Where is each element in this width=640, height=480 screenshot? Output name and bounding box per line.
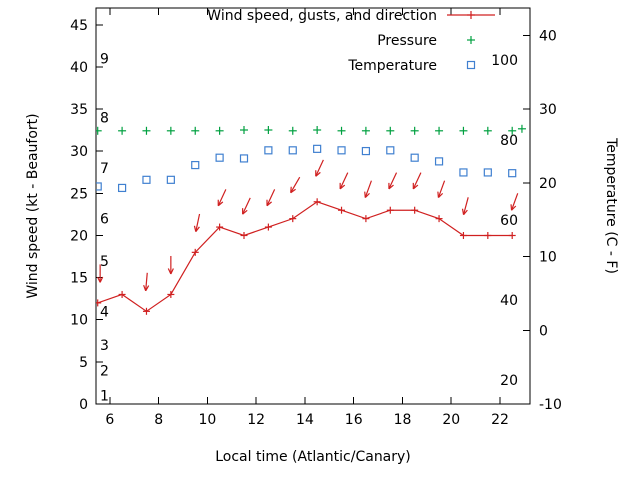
aux-scale-label: 60 bbox=[500, 213, 518, 229]
temp-tick-label: 0 bbox=[539, 323, 548, 339]
x-tick-label: 22 bbox=[491, 412, 509, 428]
aux-scale-label: 20 bbox=[500, 373, 518, 389]
x-tick-label: 16 bbox=[345, 412, 363, 428]
right-axis-title: Temperature (C - F) bbox=[603, 138, 619, 274]
beaufort-label: 8 bbox=[100, 111, 109, 127]
wind-tick-label: 30 bbox=[70, 144, 88, 160]
x-tick-label: 20 bbox=[442, 412, 460, 428]
beaufort-label: 3 bbox=[100, 338, 109, 354]
beaufort-label: 2 bbox=[100, 363, 109, 379]
beaufort-label: 5 bbox=[100, 254, 109, 270]
wind-tick-label: 0 bbox=[79, 397, 88, 413]
x-axis-title: Local time (Atlantic/Canary) bbox=[215, 449, 411, 465]
legend: Wind speed, gusts, and direction Pressure… bbox=[207, 8, 495, 74]
beaufort-label: 9 bbox=[100, 52, 109, 68]
beaufort-label: 4 bbox=[100, 304, 109, 320]
legend-label: Temperature bbox=[347, 58, 437, 74]
temp-tick-label: 40 bbox=[539, 28, 557, 44]
x-tick-label: 18 bbox=[394, 412, 412, 428]
wind-tick-label: 15 bbox=[70, 271, 88, 287]
x-tick-label: 14 bbox=[296, 412, 314, 428]
aux-scale-label: 100 bbox=[491, 53, 518, 69]
temp-axis: -10 0 10 20 30 40 bbox=[539, 28, 562, 413]
beaufort-label: 1 bbox=[100, 389, 109, 405]
beaufort-label: 6 bbox=[100, 212, 109, 228]
legend-label: Pressure bbox=[377, 33, 437, 49]
wind-tick-label: 10 bbox=[70, 313, 88, 329]
beaufort-labels: 1 2 3 4 5 6 7 8 9 bbox=[100, 52, 109, 405]
wind-speed-series bbox=[96, 198, 516, 315]
aux-scale-labels: 20 40 60 80 100 bbox=[491, 53, 518, 389]
x-tick-label: 10 bbox=[199, 412, 217, 428]
wind-tick-label: 5 bbox=[79, 355, 88, 371]
legend-label: Wind speed, gusts, and direction bbox=[207, 8, 437, 24]
temp-tick-label: 10 bbox=[539, 250, 557, 266]
aux-scale-label: 40 bbox=[500, 293, 518, 309]
axes bbox=[95, 7, 531, 405]
wind-axis: 0 5 10 15 20 25 30 35 40 45 bbox=[70, 18, 88, 413]
wind-tick-label: 20 bbox=[70, 228, 88, 244]
gust-arrows-series bbox=[97, 159, 519, 292]
x-axis: 6 8 10 12 14 16 18 20 22 bbox=[105, 412, 508, 428]
x-tick-label: 8 bbox=[154, 412, 163, 428]
plot-data bbox=[96, 124, 526, 315]
x-tick-label: 12 bbox=[247, 412, 265, 428]
wind-tick-label: 45 bbox=[70, 18, 88, 34]
left-axis-title: Wind speed (kt - Beaufort) bbox=[25, 113, 41, 299]
temp-tick-label: 20 bbox=[539, 176, 557, 192]
x-tick-label: 6 bbox=[105, 412, 114, 428]
aux-scale-label: 80 bbox=[500, 133, 518, 149]
beaufort-label: 7 bbox=[100, 161, 109, 177]
temp-tick-label: 30 bbox=[539, 102, 557, 118]
wind-tick-label: 35 bbox=[70, 102, 88, 118]
wind-tick-label: 25 bbox=[70, 186, 88, 202]
temp-tick-label: -10 bbox=[539, 397, 562, 413]
pressure-series bbox=[96, 124, 526, 135]
wind-tick-label: 40 bbox=[70, 60, 88, 76]
temperature-series bbox=[96, 144, 517, 193]
